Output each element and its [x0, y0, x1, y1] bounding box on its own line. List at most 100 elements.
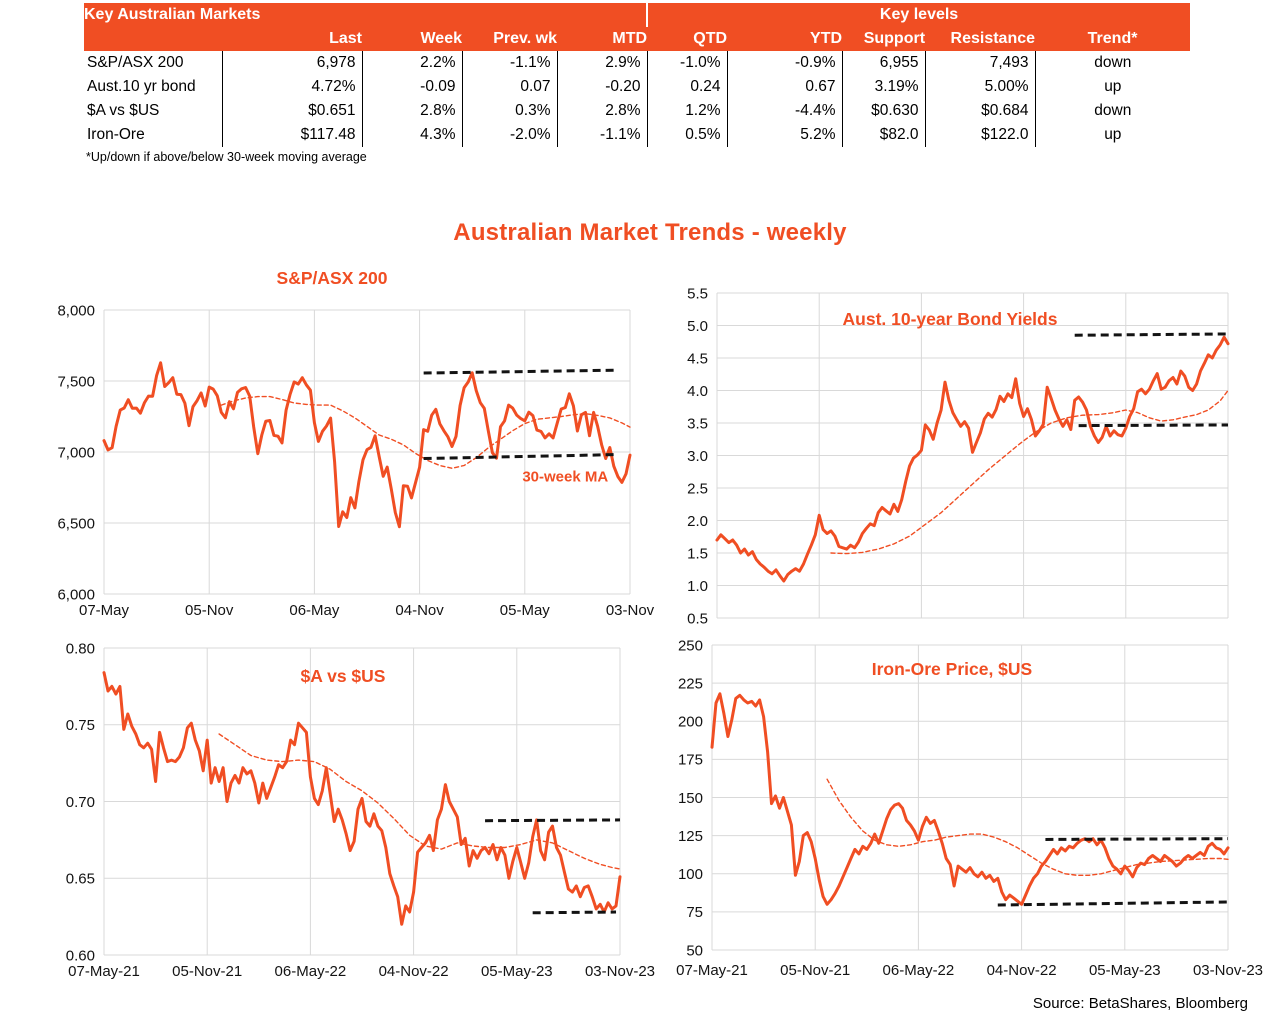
y-tick-label: 225: [678, 675, 703, 692]
row-label: Aust.10 yr bond: [84, 75, 223, 99]
y-tick-label: 8,000: [57, 302, 95, 319]
y-tick-label: 100: [678, 866, 703, 883]
resistance-level-line: [485, 818, 621, 823]
column-header-row-label: [84, 27, 222, 51]
y-tick-label: 5.5: [687, 285, 708, 302]
page-title: Australian Market Trends - weekly: [453, 219, 847, 246]
row-label: Iron-Ore: [84, 123, 223, 147]
y-tick-label: 0.75: [66, 717, 95, 734]
value-cell: -1.1%: [462, 51, 558, 75]
resistance-level-line: [423, 368, 614, 375]
y-tick-label: 4.5: [687, 350, 708, 367]
table-row: S&P/ASX 200 6,978 2.2% -1.1% 2.9% -1.0% -0.9% 6…: [84, 51, 1190, 75]
chart-bond: 0.5 1.0 1.5 2.0 2.5 3.0 3.5 4.0 4.5 5.0 5.5 Aust. 1…: [687, 285, 1230, 627]
y-tick-label: 150: [678, 790, 703, 807]
chart-title-aud: $A vs $US: [301, 666, 386, 686]
series-30-week-ma: [220, 395, 631, 469]
x-tick-label: 06-May-22: [275, 963, 347, 980]
y-tick-label: 0.80: [66, 640, 95, 657]
chart-iron: 50 75 100 125 150 175 200 225 250 07-May-21 05-Nov…: [676, 637, 1263, 979]
y-tick-label: 2.5: [687, 480, 708, 497]
y-tick-label: 0.5: [687, 610, 708, 627]
table-row: $A vs $US $0.651 2.8% 0.3% 2.8% 1.2% -4.4% $0.6…: [84, 99, 1190, 123]
y-tick-label: 2.0: [687, 513, 708, 530]
x-tick-label: 03-Nov-23: [1193, 962, 1263, 979]
row-label: S&P/ASX 200: [84, 51, 223, 75]
value-cell: 2.2%: [362, 51, 463, 75]
y-tick-label: 125: [678, 828, 703, 845]
value-cell: -1.1%: [557, 123, 648, 147]
y-tick-label: 250: [678, 637, 703, 654]
x-tick-label: 07-May: [79, 602, 130, 619]
value-cell: 0.5%: [647, 123, 728, 147]
table-row: Iron-Ore $117.48 4.3% -2.0% -1.1% 0.5% 5.2% $82…: [84, 123, 1190, 147]
x-tick-label: 05-Nov-21: [172, 963, 242, 980]
value-cell: -1.0%: [647, 51, 728, 75]
value-cell: 0.24: [647, 75, 728, 99]
value-cell: 5.2%: [727, 123, 843, 147]
support-level-line: [997, 900, 1229, 907]
x-tick-label: 04-Nov: [395, 602, 444, 619]
x-tick-label: 05-Nov-21: [780, 962, 850, 979]
series-rate: [102, 671, 622, 926]
column-header-MTD: MTD: [557, 27, 648, 51]
x-tick-label: 05-Nov: [185, 602, 234, 619]
x-tick-label: 03-Nov: [606, 602, 655, 619]
y-tick-label: 5.0: [687, 318, 708, 335]
series-price: [102, 361, 632, 529]
y-tick-label: 50: [686, 942, 703, 959]
chart-aud: 0.60 0.65 0.70 0.75 0.80 07-May-21 05-Nov-21 06…: [66, 640, 655, 980]
table-title: Key Australian Markets: [84, 3, 648, 27]
y-tick-label: 0.70: [66, 794, 95, 811]
resistance-level-line: [1074, 332, 1229, 337]
value-cell: 5.00%: [925, 75, 1036, 99]
key-markets-section: Key Australian Markets Key levels Last We…: [84, 3, 1191, 164]
value-cell: -0.20: [557, 75, 648, 99]
y-tick-label: 4.0: [687, 383, 708, 400]
series-30-week-ma: [218, 733, 621, 870]
annotation-label: 30-week MA: [522, 469, 608, 486]
value-cell: $82.0: [842, 123, 926, 147]
value-cell: $0.684: [925, 99, 1036, 123]
value-cell: -2.0%: [462, 123, 558, 147]
value-cell: 2.8%: [557, 99, 648, 123]
x-tick-label: 04-Nov-22: [987, 962, 1057, 979]
source-credit: Source: BetaShares, Bloomberg: [1032, 995, 1248, 1012]
grid: [103, 309, 631, 595]
y-tick-label: 75: [686, 904, 703, 921]
value-cell: 6,955: [842, 51, 926, 75]
x-tick-label: 04-Nov-22: [379, 963, 449, 980]
y-tick-label: 3.5: [687, 415, 708, 432]
support-level-line: [532, 910, 617, 915]
grid: [711, 644, 1229, 951]
chart-title-asx: S&P/ASX 200: [277, 268, 388, 288]
column-header-Trend*: Trend*: [1035, 27, 1191, 51]
table-band-row: Key Australian Markets Key levels: [84, 3, 1191, 27]
column-header-Support: Support: [842, 27, 926, 51]
y-tick-label: 7,000: [57, 444, 95, 461]
y-tick-label: 1.0: [687, 578, 708, 595]
x-tick-label: 06-May: [289, 602, 340, 619]
value-cell: 4.72%: [222, 75, 363, 99]
table-body: S&P/ASX 200 6,978 2.2% -1.1% 2.9% -1.0% -0.9% 6…: [84, 51, 1190, 147]
value-cell: 1.2%: [647, 99, 728, 123]
value-cell: -4.4%: [727, 99, 843, 123]
value-cell: 0.67: [727, 75, 843, 99]
y-tick-label: 1.5: [687, 545, 708, 562]
y-tick-label: 7,500: [57, 373, 95, 390]
x-tick-label: 06-May-22: [883, 962, 955, 979]
chart-title-bond: Aust. 10-year Bond Yields: [843, 309, 1058, 329]
y-tick-label: 6,500: [57, 515, 95, 532]
column-header-Resistance: Resistance: [925, 27, 1036, 51]
value-cell: 6,978: [222, 51, 363, 75]
y-tick-label: 0.60: [66, 947, 95, 964]
value-cell: 0.3%: [462, 99, 558, 123]
value-cell: 2.8%: [362, 99, 463, 123]
series-30-week-ma: [826, 778, 1229, 876]
table-row: Aust.10 yr bond 4.72% -0.09 0.07 -0.20 0.24 0.…: [84, 75, 1190, 99]
value-cell: $0.651: [222, 99, 363, 123]
x-tick-label: 05-May: [500, 602, 551, 619]
trend-cell: down: [1094, 102, 1132, 119]
value-cell: 0.07: [462, 75, 558, 99]
